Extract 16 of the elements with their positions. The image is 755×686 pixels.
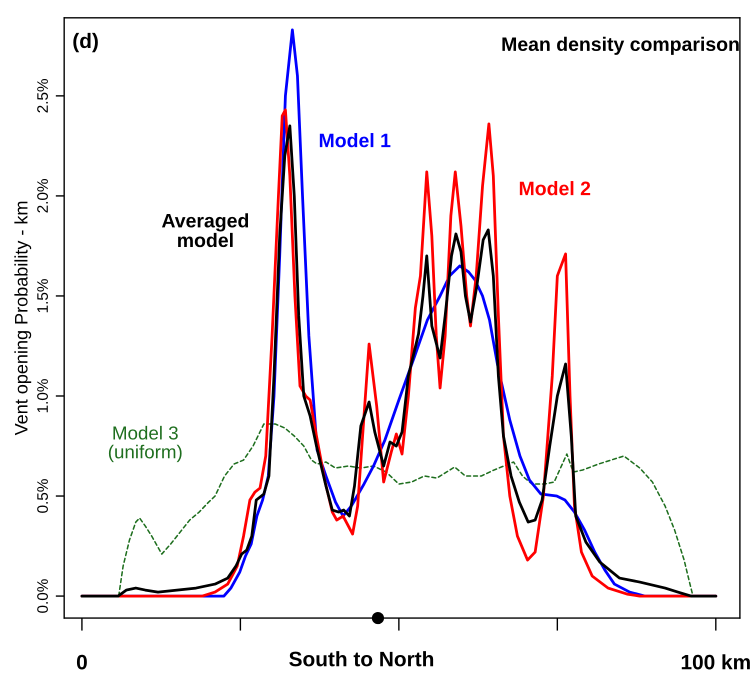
x-axis-title: South to North bbox=[289, 651, 434, 666]
x-tick-label: 0 bbox=[76, 654, 87, 670]
y-tick-label: 1.5% bbox=[37, 279, 48, 312]
series-label: Model 1 bbox=[320, 133, 390, 148]
series-label: Averaged model bbox=[162, 213, 248, 248]
y-tick-label: 1.0% bbox=[37, 379, 48, 412]
y-tick-label: 0.0% bbox=[37, 579, 48, 613]
y-tick-label: 2.0% bbox=[37, 179, 48, 213]
y-axis-title: Vent opening Probability - km bbox=[14, 202, 32, 436]
text: Model 3 (uniform) bbox=[108, 426, 182, 462]
annotation: (d) bbox=[73, 32, 98, 52]
y-tick-label: 0.5% bbox=[37, 479, 48, 513]
series-label: Model 2 bbox=[520, 181, 590, 196]
text: Mean density comparison bbox=[502, 36, 739, 55]
y-tick-label: 2.5% bbox=[37, 79, 48, 113]
x-tick-label: 100 km bbox=[682, 654, 750, 670]
